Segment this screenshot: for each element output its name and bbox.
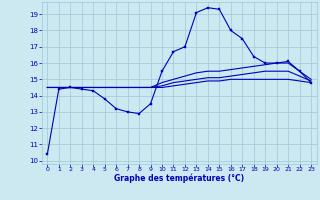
X-axis label: Graphe des températures (°C): Graphe des températures (°C) <box>114 174 244 183</box>
